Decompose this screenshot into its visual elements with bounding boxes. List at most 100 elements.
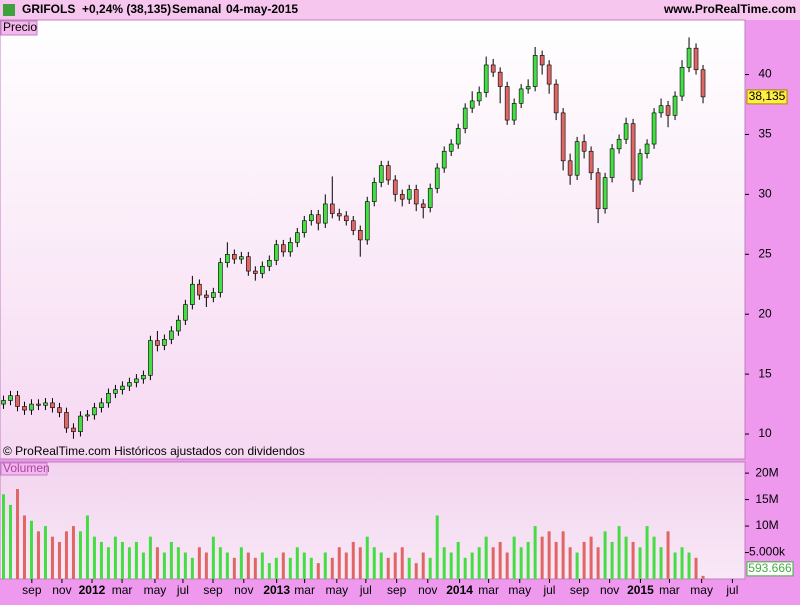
candle-body [99,402,104,408]
candle-body [211,292,216,298]
volume-bar [624,536,628,579]
candle-body [85,414,90,417]
volume-bar [701,575,705,579]
x-tick-label: may [508,583,531,597]
x-tick-label: jul [725,583,738,597]
candle-body [155,340,160,346]
candle-body [141,375,146,380]
candle-body [274,244,279,261]
y-tick-label: 15 [758,366,772,380]
volume-bar [57,541,61,579]
candle-body [525,86,531,90]
candle-body [120,385,125,390]
candle-body [665,105,671,116]
volume-bar [428,557,432,579]
x-tick-label: nov [52,583,71,597]
volume-bar [85,515,89,579]
volume-bar [36,531,40,579]
volume-bar [575,552,579,579]
candle-body [504,86,510,121]
volume-bar [71,526,75,579]
candle-body [658,105,664,114]
candle-body [546,64,552,85]
price-panel [0,19,746,460]
volume-bar [295,547,299,579]
x-tick-label: jul [176,583,189,597]
candle-body [176,319,181,332]
x-tick-label: may [144,583,167,597]
candle-body [225,253,230,263]
volume-bar [694,557,698,579]
volume-bar [547,531,551,579]
candle-body [43,402,48,406]
volume-panel-title: Volumen [3,461,50,475]
x-tick-label: 2015 [627,583,654,597]
candle-body [511,103,517,121]
candle-body [239,256,244,260]
candle-body [204,294,209,298]
volume-bar [435,515,439,579]
candle-body [434,167,440,189]
candle-body [92,407,97,416]
volume-bar [589,536,593,579]
volume-bar [449,552,453,579]
candle-body [253,270,258,274]
volume-bar [610,541,614,579]
volume-panel [0,461,746,580]
volume-bar [141,552,145,579]
volume-bar [246,552,250,579]
candle-body [385,165,391,181]
candle-body [336,213,342,217]
volume-bar [505,552,509,579]
y-tick-label: 10 [758,426,772,440]
candle-body [518,88,524,104]
candle-body [448,143,454,152]
candle-body [602,177,608,210]
volume-bar [603,531,607,579]
candle-body [378,165,384,183]
volume-bar [386,557,390,579]
candle-body [595,172,601,210]
price-panel-title: Precio [3,20,37,34]
last-price-box [746,89,788,105]
y-tick-label: 10M [755,518,778,532]
candle-body [371,182,377,202]
volume-bar [379,552,383,579]
volume-bar [211,536,215,579]
volume-bar [253,557,257,579]
candle-body [301,220,307,234]
y-tick-label: 25 [758,246,772,260]
panel-tag [0,20,38,36]
volume-bar [29,520,33,579]
volume-bar [568,547,572,579]
volume-bar [554,541,558,579]
panel-tag [0,462,48,476]
volume-bar [1,494,5,579]
y-tick-label: 20M [755,465,778,479]
volume-bar [484,536,488,579]
volume-bar [176,547,180,579]
candle-body [57,407,62,413]
volume-bar [218,547,222,579]
candle-body [574,141,580,176]
volume-bar [337,547,341,579]
last-volume-label: 593.666 [748,561,792,575]
x-tick-label: nov [418,583,437,597]
candle-body [22,406,27,411]
candle-body [427,188,433,208]
candle-body [64,412,69,429]
candle-body [246,256,251,272]
candle-body [29,403,34,411]
y-tick-label: 15M [755,492,778,506]
volume-bar [190,557,194,579]
candle-body [462,107,468,129]
candle-body [169,330,174,340]
x-tick-label: sep [570,583,590,597]
x-tick-label: mar [659,583,680,597]
candle-body [630,123,636,181]
candle-body [15,395,20,407]
volume-bar [127,547,131,579]
candle-body [588,150,594,174]
date: 04-may-2015 [226,2,298,16]
